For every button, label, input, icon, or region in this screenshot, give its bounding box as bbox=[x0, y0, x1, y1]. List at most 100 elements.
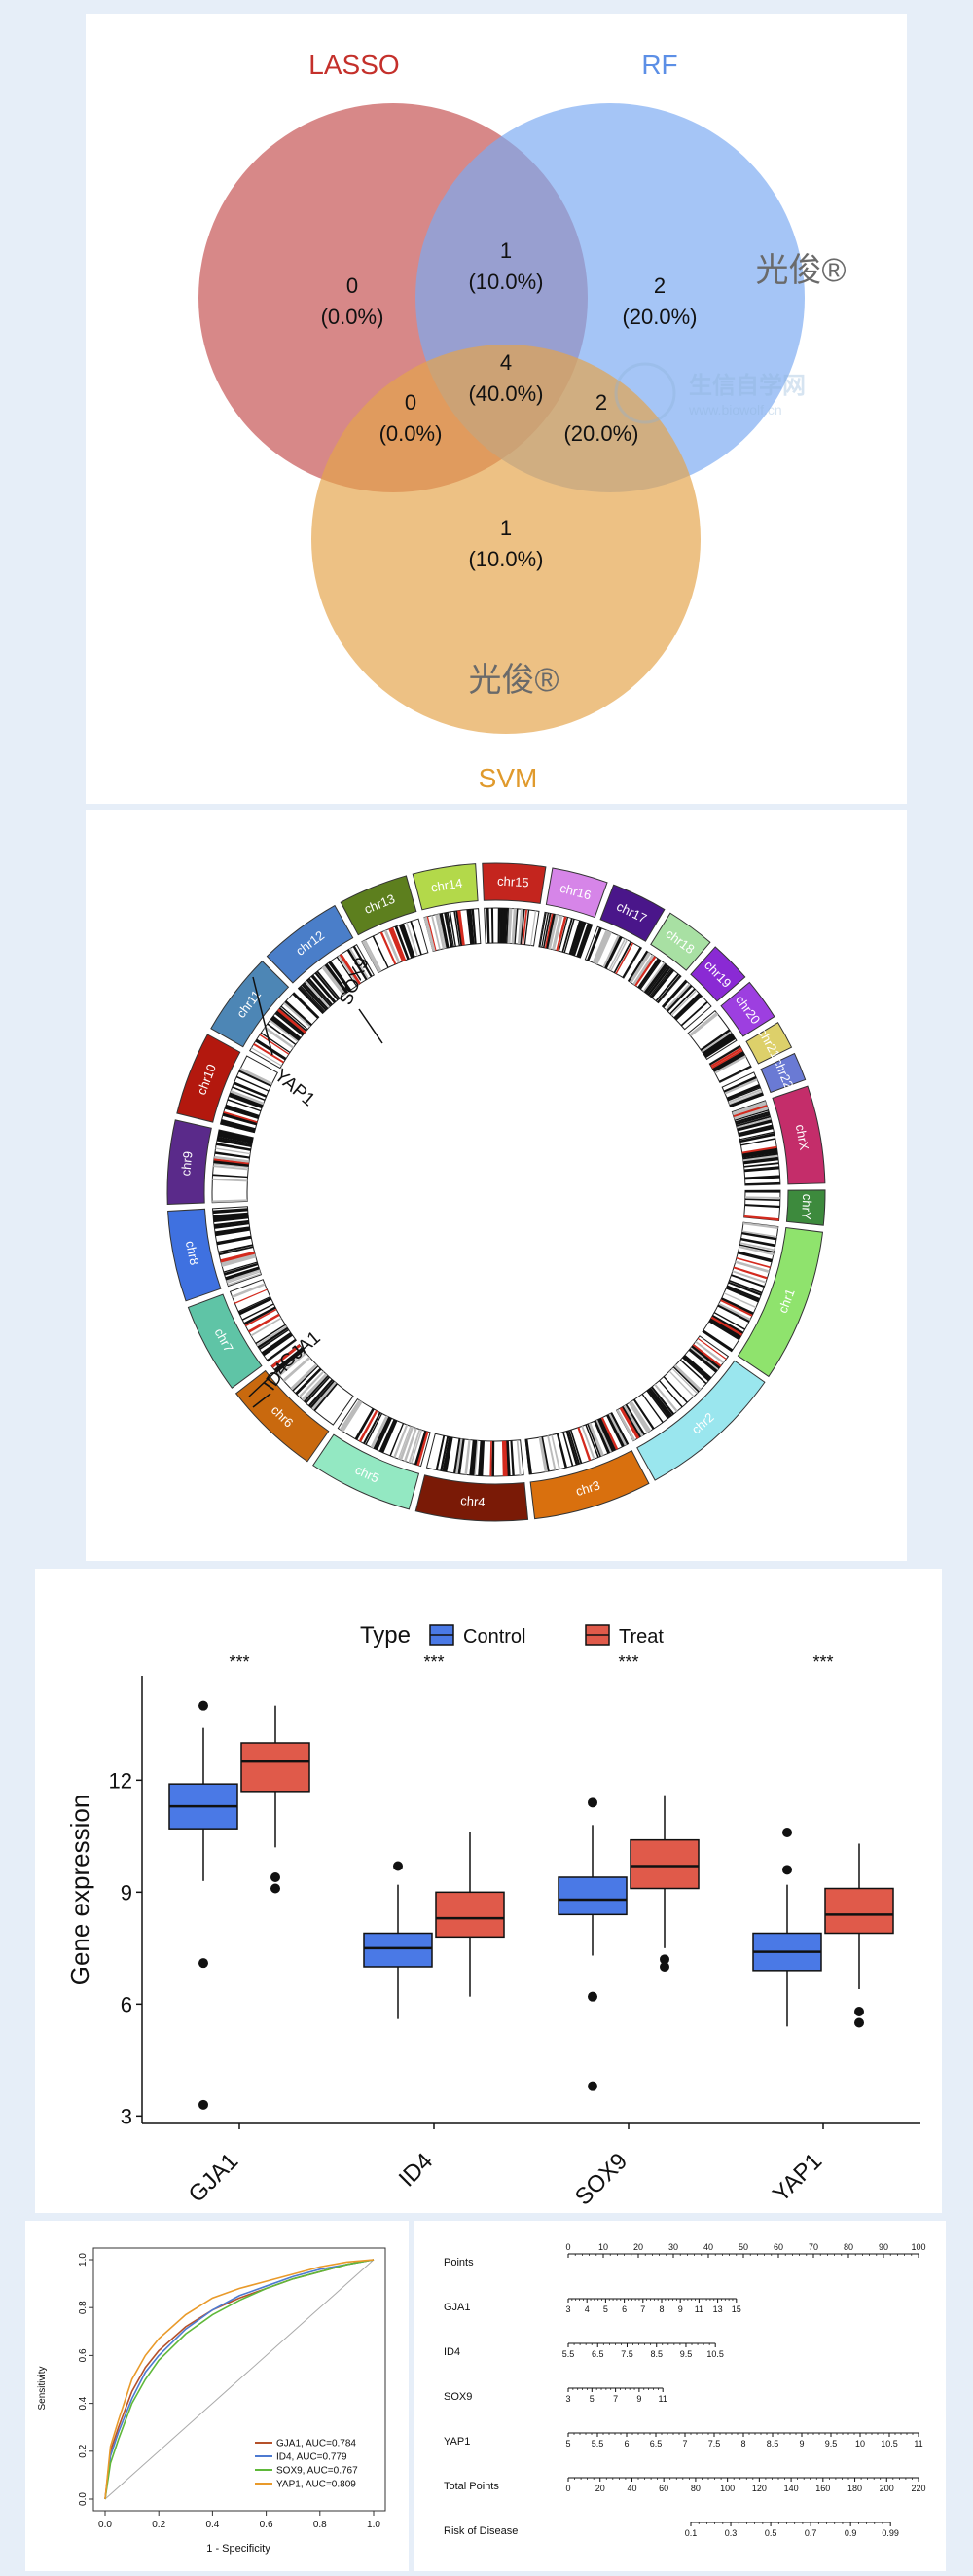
nomogram-tick-label: 0.1 bbox=[685, 2528, 698, 2538]
box-SOX9-Control bbox=[558, 1797, 628, 2091]
nomogram-tick-label: 15 bbox=[732, 2304, 741, 2314]
chromosome-segment-chr18 bbox=[650, 912, 711, 971]
chromosome-label-chr14: chr14 bbox=[430, 876, 464, 895]
y-axis-label: Gene expression bbox=[65, 1795, 94, 1986]
nomogram-tick-label: 90 bbox=[879, 2242, 888, 2252]
nomogram-tick-label: 0 bbox=[565, 2484, 570, 2493]
nomogram-tick-label: 5 bbox=[590, 2394, 595, 2404]
outlier-point bbox=[393, 1861, 403, 1871]
nomogram-tick-label: 6.5 bbox=[592, 2349, 604, 2359]
chromosome-segment-chr20 bbox=[720, 981, 775, 1037]
gene-marker-line-YAP1 bbox=[252, 976, 273, 1056]
nomogram-tick-label: 11 bbox=[695, 2304, 703, 2314]
outlier-point bbox=[660, 1954, 669, 1965]
chromosome-label-chr9: chr9 bbox=[178, 1150, 195, 1177]
gene-marker-line-ID4 bbox=[252, 1393, 271, 1408]
venn-diagram: 生信自学网 www.biowolf.cn LASSO RF SVM 0 (0.0… bbox=[198, 50, 847, 793]
outlier-point bbox=[588, 1797, 597, 1808]
ideogram-chr20 bbox=[687, 1010, 738, 1061]
nomogram-tick-label: 20 bbox=[595, 2484, 605, 2493]
nomogram-tick-label: 10 bbox=[598, 2242, 608, 2252]
outlier-point bbox=[782, 1865, 792, 1875]
nomogram-tick-label: 120 bbox=[752, 2484, 767, 2493]
nomogram-tick-label: 10 bbox=[855, 2439, 865, 2449]
nomogram-tick-label: 9 bbox=[799, 2439, 804, 2449]
chromosome-label-chrY: chrY bbox=[799, 1193, 814, 1220]
box-ID4-Treat bbox=[435, 1832, 505, 1997]
significance-label-SOX9: *** bbox=[618, 1652, 638, 1672]
x-tick-label-GJA1: GJA1 bbox=[184, 2148, 244, 2208]
significance-label-ID4: *** bbox=[423, 1652, 444, 1672]
nomogram-tick-label: 8 bbox=[740, 2439, 745, 2449]
watermark-site-name: 生信自学网 bbox=[689, 372, 806, 399]
nomogram-tick-label: 7.5 bbox=[621, 2349, 633, 2359]
box-GJA1-Control bbox=[168, 1700, 238, 2110]
chromosome-segment-chr15 bbox=[482, 862, 547, 904]
nomogram-tick-label: 10.5 bbox=[881, 2439, 898, 2449]
region-lasso-svm-pct: (0.0%) bbox=[379, 421, 443, 446]
set-label-svm: SVM bbox=[479, 763, 538, 793]
nomogram-tick-label: 7.5 bbox=[708, 2439, 721, 2449]
nomogram-row-total-points: Total Points 0 20 40 60 80 100 120 140 160 180 200 2… bbox=[444, 2477, 926, 2493]
nomogram-tick-label: 3 bbox=[565, 2394, 570, 2404]
chromosome-segment-chr19 bbox=[690, 946, 746, 1002]
nomogram-row-label: YAP1 bbox=[444, 2436, 470, 2448]
nomogram-row-label: Total Points bbox=[444, 2481, 499, 2492]
nomogram-tick-label: 100 bbox=[720, 2484, 735, 2493]
roc-curve-1 bbox=[104, 2259, 375, 2500]
significance-label-YAP1: *** bbox=[812, 1652, 833, 1672]
nomogram-tick-label: 5.5 bbox=[562, 2349, 575, 2359]
y-tick-label: 12 bbox=[109, 1768, 132, 1793]
y-tick-label: 3 bbox=[121, 2104, 132, 2128]
roc-y-tick: 0.4 bbox=[78, 2396, 89, 2410]
nomogram-tick-label: 60 bbox=[774, 2242, 783, 2252]
chromosome-segment-chr3 bbox=[529, 1450, 650, 1520]
nomogram-tick-label: 4 bbox=[585, 2304, 590, 2314]
nomogram-tick-label: 9 bbox=[678, 2304, 683, 2314]
nomogram-tick-label: 50 bbox=[739, 2242, 748, 2252]
nomogram-tick-label: 11 bbox=[659, 2394, 667, 2404]
chromosome-label-chr4: chr4 bbox=[460, 1493, 486, 1509]
nomogram-row-label: SOX9 bbox=[444, 2391, 472, 2403]
chromosome-segment-chrY bbox=[785, 1189, 826, 1226]
outlier-point bbox=[588, 1991, 597, 2002]
nomogram-tick-label: 100 bbox=[911, 2242, 925, 2252]
chromosome-segment-chr9 bbox=[166, 1119, 212, 1205]
outlier-point bbox=[854, 2007, 864, 2016]
outlier-point bbox=[270, 1883, 280, 1894]
outlier-point bbox=[782, 1828, 792, 1837]
chromosome-segment-chr22 bbox=[760, 1052, 807, 1094]
chromosome-segment-chr10 bbox=[176, 1034, 241, 1123]
region-rf-only-count: 2 bbox=[654, 273, 666, 298]
region-svm-only-pct: (10.0%) bbox=[468, 547, 543, 571]
chromosome-segment-chr8 bbox=[167, 1208, 222, 1302]
venn-diagram-panel: 生信自学网 www.biowolf.cn LASSO RF SVM 0 (0.0… bbox=[86, 14, 907, 804]
legend-label-control: Control bbox=[463, 1626, 525, 1648]
nomogram-tick-label: 20 bbox=[633, 2242, 643, 2252]
x-tick-label-YAP1: YAP1 bbox=[768, 2148, 827, 2207]
chromosome-label-chr15: chr15 bbox=[497, 874, 529, 890]
nomogram-tick-label: 7 bbox=[613, 2394, 618, 2404]
boxplot-legend: Type Control Treat bbox=[360, 1622, 664, 1649]
roc-curve-chart: Sensitivity 1 - Specificity 0.0 0.2 0.4 0.6… bbox=[37, 2247, 386, 2555]
nomogram-tick-label: 5.5 bbox=[592, 2439, 604, 2449]
nomogram-row-yap1: YAP1 5 5.5 6 6.5 7 7.5 8 8.5 9 9.5 10 10.5 11 bbox=[444, 2432, 923, 2449]
roc-x-tick: 0.4 bbox=[205, 2520, 219, 2530]
nomogram-tick-label: 5 bbox=[603, 2304, 608, 2314]
chromosome-segment-chr12 bbox=[266, 904, 354, 984]
region-all-count: 4 bbox=[500, 350, 512, 375]
nomogram-tick-label: 140 bbox=[784, 2484, 799, 2493]
ideogram-chr13 bbox=[361, 918, 429, 974]
chromosome-segment-chrX bbox=[772, 1085, 826, 1185]
nomogram-tick-label: 70 bbox=[809, 2242, 818, 2252]
circos-plot: chr1chr2chr3chr4chr5chr6chr7chr8chr9chr1… bbox=[166, 862, 826, 1522]
outlier-point bbox=[660, 1962, 669, 1972]
gene-marker-line-SOX9 bbox=[358, 1008, 383, 1044]
region-rf-svm-count: 2 bbox=[595, 390, 607, 415]
nomogram-tick-label: 10.5 bbox=[706, 2349, 724, 2359]
nomogram-tick-label: 7 bbox=[640, 2304, 645, 2314]
roc-x-tick: 0.0 bbox=[98, 2520, 112, 2530]
chromosome-segment-chr1 bbox=[737, 1227, 824, 1378]
chromosome-segment-chr5 bbox=[312, 1433, 420, 1510]
